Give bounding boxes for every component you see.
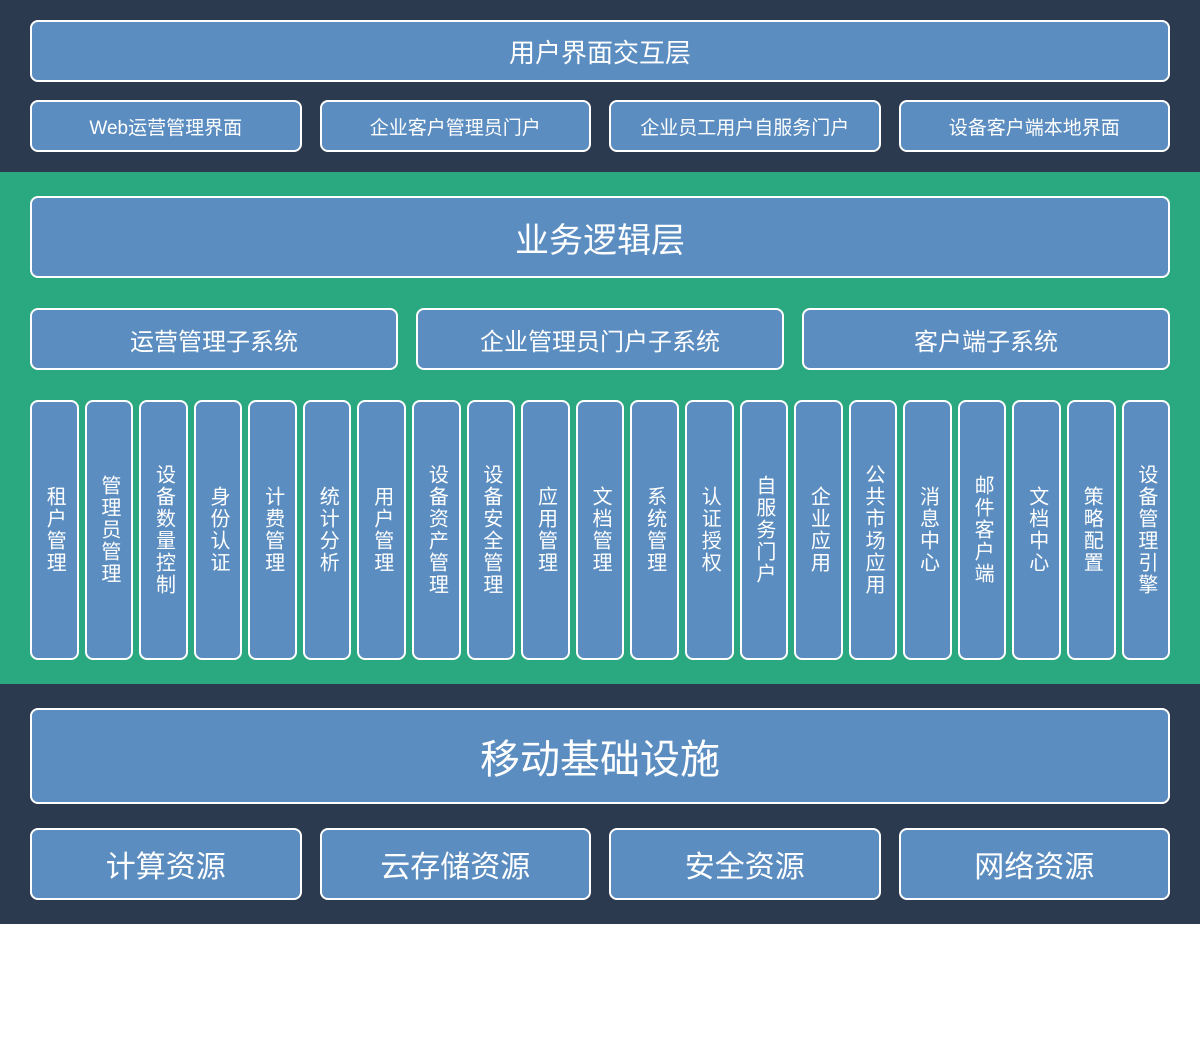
layer2-subsystem: 客户端子系统 — [802, 308, 1170, 370]
layer2-module: 文档中心 — [1012, 400, 1061, 660]
layer2-module: 系统管理 — [630, 400, 679, 660]
layer2-title: 业务逻辑层 — [30, 196, 1170, 278]
layer2-module: 设备安全管理 — [467, 400, 516, 660]
layer2-subsystem: 企业管理员门户子系统 — [416, 308, 784, 370]
layer2-module: 租户管理 — [30, 400, 79, 660]
layer2-subsystem: 运营管理子系统 — [30, 308, 398, 370]
layer1-item: Web运营管理界面 — [30, 100, 302, 152]
layer2-module: 设备资产管理 — [412, 400, 461, 660]
layer2-modules-row: 租户管理 管理员管理 设备数量控制 身份认证 计费管理 统计分析 用户管理 设备… — [30, 400, 1170, 660]
infrastructure-layer: 移动基础设施 计算资源 云存储资源 安全资源 网络资源 — [0, 684, 1200, 924]
layer2-module: 统计分析 — [303, 400, 352, 660]
layer2-module: 计费管理 — [248, 400, 297, 660]
layer2-module: 自服务门户 — [740, 400, 789, 660]
layer3-item: 计算资源 — [30, 828, 302, 900]
layer3-items-row: 计算资源 云存储资源 安全资源 网络资源 — [30, 828, 1170, 900]
layer1-item: 企业员工用户自服务门户 — [609, 100, 881, 152]
layer3-title: 移动基础设施 — [30, 708, 1170, 804]
layer2-module: 设备数量控制 — [139, 400, 188, 660]
layer3-item: 安全资源 — [609, 828, 881, 900]
layer2-module: 设备管理引擎 — [1122, 400, 1171, 660]
business-logic-layer: 业务逻辑层 运营管理子系统 企业管理员门户子系统 客户端子系统 租户管理 管理员… — [0, 172, 1200, 684]
layer2-module: 应用管理 — [521, 400, 570, 660]
layer3-item: 网络资源 — [899, 828, 1171, 900]
layer2-module: 身份认证 — [194, 400, 243, 660]
layer1-items-row: Web运营管理界面 企业客户管理员门户 企业员工用户自服务门户 设备客户端本地界… — [30, 100, 1170, 152]
layer2-module: 企业应用 — [794, 400, 843, 660]
layer1-title: 用户界面交互层 — [30, 20, 1170, 82]
layer2-module: 公共市场应用 — [849, 400, 898, 660]
ui-interaction-layer: 用户界面交互层 Web运营管理界面 企业客户管理员门户 企业员工用户自服务门户 … — [0, 0, 1200, 172]
layer2-module: 消息中心 — [903, 400, 952, 660]
layer1-item: 设备客户端本地界面 — [899, 100, 1171, 152]
layer3-item: 云存储资源 — [320, 828, 592, 900]
layer2-module: 文档管理 — [576, 400, 625, 660]
layer2-subsystems-row: 运营管理子系统 企业管理员门户子系统 客户端子系统 — [30, 308, 1170, 370]
layer2-module: 认证授权 — [685, 400, 734, 660]
layer2-module: 管理员管理 — [85, 400, 134, 660]
layer1-item: 企业客户管理员门户 — [320, 100, 592, 152]
layer2-module: 用户管理 — [357, 400, 406, 660]
layer2-module: 邮件客户端 — [958, 400, 1007, 660]
layer2-module: 策略配置 — [1067, 400, 1116, 660]
